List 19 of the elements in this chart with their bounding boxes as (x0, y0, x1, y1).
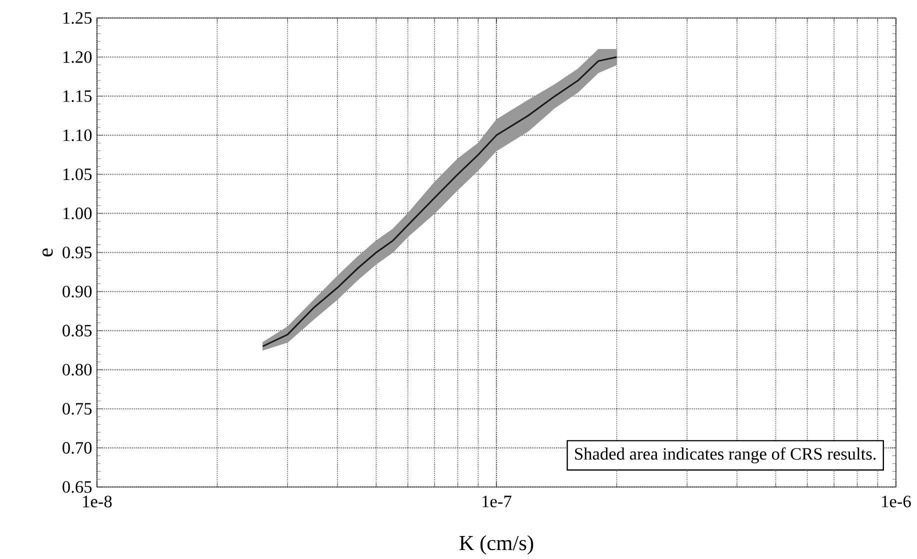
x-tick-label: 1e-7 (482, 496, 512, 508)
y-tick-label: 1.15 (63, 90, 92, 102)
y-tick-label: 0.85 (62, 324, 92, 337)
y-tick-label: 0.80 (62, 364, 92, 376)
y-tick-label: 0.95 (62, 246, 92, 258)
annotation: Shaded area indicates range of CRS results. (575, 447, 876, 464)
y-tick-label: 0.90 (62, 286, 92, 298)
y-tick-label: 1.05 (63, 168, 92, 180)
y-tick-label: 1.25 (63, 12, 92, 24)
y-tick-label: 1.10 (63, 129, 92, 142)
x-axis-title: K (cm/s) (459, 535, 534, 555)
y-tick-label: 0.65 (62, 481, 92, 493)
y-tick-label: 0.70 (62, 442, 92, 454)
y-tick-label: 1.00 (63, 208, 92, 220)
x-tick-label: 1e-6 (882, 496, 911, 508)
x-tick-label: 1e-8 (83, 496, 112, 508)
y-tick-label: 1.20 (63, 51, 92, 63)
y-tick-label: 0.75 (62, 402, 92, 415)
y-axis-title: e (42, 248, 53, 256)
